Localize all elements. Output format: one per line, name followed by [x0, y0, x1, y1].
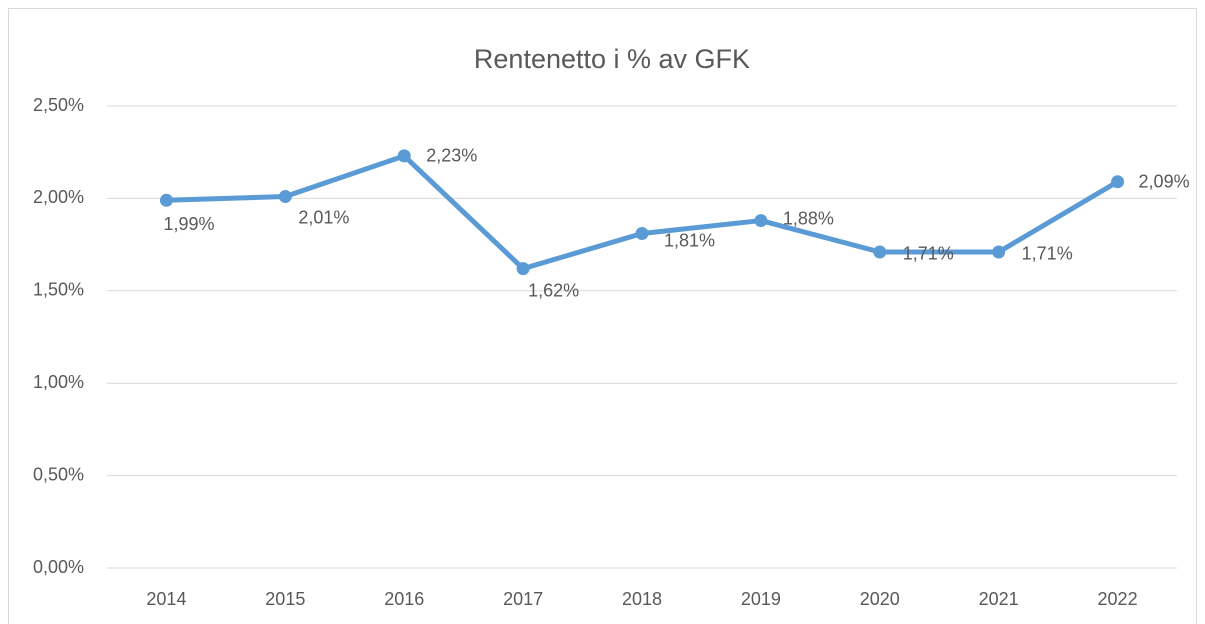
y-tick-label: 0,50% — [33, 464, 84, 484]
x-tick-label: 2016 — [384, 589, 424, 609]
data-label: 2,09% — [1139, 172, 1190, 192]
marker — [873, 245, 887, 259]
x-tick-label: 2020 — [860, 589, 900, 609]
marker — [1111, 175, 1125, 189]
y-tick-label: 1,50% — [33, 280, 84, 300]
data-label: 2,23% — [426, 146, 477, 166]
marker — [992, 245, 1006, 259]
data-label: 1,81% — [664, 230, 715, 250]
data-label: 1,71% — [903, 244, 954, 264]
data-label: 1,88% — [783, 208, 834, 228]
x-tick-label: 2015 — [265, 589, 305, 609]
marker — [516, 262, 530, 276]
x-tick-label: 2022 — [1098, 589, 1138, 609]
x-tick-label: 2017 — [503, 589, 543, 609]
chart-border — [8, 8, 1197, 624]
y-tick-label: 2,00% — [33, 187, 84, 207]
chart-title: Rentenetto i % av GFK — [474, 44, 750, 74]
y-tick-label: 1,00% — [33, 372, 84, 392]
marker — [159, 193, 173, 207]
x-tick-label: 2018 — [622, 589, 662, 609]
data-label: 1,99% — [163, 214, 214, 234]
x-tick-label: 2019 — [741, 589, 781, 609]
marker — [635, 227, 649, 241]
y-tick-label: 0,00% — [33, 557, 84, 577]
y-tick-label: 2,50% — [33, 95, 84, 115]
x-tick-label: 2014 — [146, 589, 186, 609]
x-tick-label: 2021 — [979, 589, 1019, 609]
data-label: 2,01% — [298, 207, 349, 227]
marker — [397, 149, 411, 163]
marker — [278, 190, 292, 204]
data-label: 1,71% — [1022, 244, 1073, 264]
marker — [754, 214, 768, 228]
data-label: 1,62% — [528, 280, 579, 300]
